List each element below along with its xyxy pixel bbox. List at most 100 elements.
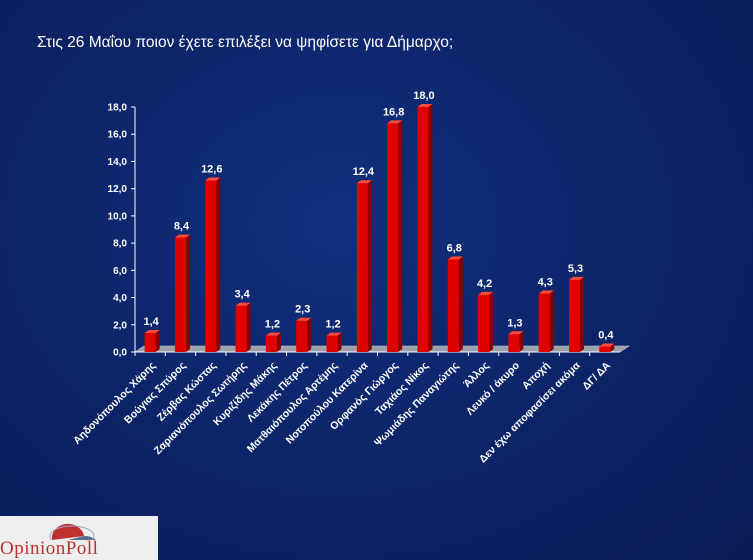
- y-tick-label: 16,0: [108, 130, 128, 141]
- bar-side-face: [185, 234, 190, 352]
- chart-bars: [144, 104, 615, 352]
- y-tick-label: 18,0: [108, 103, 128, 114]
- bar-side-face: [276, 332, 281, 352]
- bar-front-face: [205, 180, 217, 352]
- bar-top-face: [205, 177, 221, 181]
- data-label: 1,3: [507, 317, 522, 329]
- bar-15: [599, 343, 615, 352]
- bar-side-face: [155, 329, 160, 352]
- bar-side-face: [489, 291, 494, 352]
- x-tick-label: ΔΓ/ ΔΑ: [580, 359, 613, 392]
- bar-0: [144, 329, 160, 352]
- y-tick-label: 10,0: [108, 211, 128, 222]
- y-tick-label: 0,0: [113, 348, 127, 359]
- bar-5: [296, 317, 312, 352]
- bar-front-face: [326, 335, 338, 352]
- bar-top-face: [599, 343, 615, 347]
- bar-7: [356, 180, 372, 352]
- data-label: 5,3: [568, 263, 583, 275]
- bar-front-face: [265, 335, 277, 352]
- data-label: 3,4: [234, 289, 250, 301]
- bar-front-face: [387, 123, 399, 352]
- bar-top-face: [356, 180, 372, 184]
- data-label: 12,6: [201, 164, 222, 176]
- y-tick-label: 2,0: [113, 320, 127, 331]
- bar-front-face: [447, 259, 459, 352]
- data-label: 16,8: [383, 106, 404, 118]
- bar-side-face: [367, 180, 372, 352]
- bar-top-face: [235, 302, 251, 306]
- bar-side-face: [398, 120, 403, 352]
- data-label: 4,2: [477, 278, 492, 290]
- bar-front-face: [508, 334, 520, 352]
- bar-12: [508, 331, 524, 352]
- bar-13: [538, 290, 554, 352]
- bar-14: [569, 276, 585, 352]
- logo-emblem-icon: [49, 523, 96, 540]
- data-label: 0,4: [598, 330, 614, 342]
- bar-top-face: [447, 256, 463, 260]
- data-label: 1,2: [265, 319, 280, 331]
- bar-front-face: [296, 320, 308, 352]
- data-label: 8,4: [174, 221, 190, 233]
- x-tick-label: Λευκό / άκυρο: [464, 360, 522, 418]
- bar-top-face: [296, 317, 312, 321]
- bar-side-face: [246, 302, 251, 352]
- y-tick-label: 14,0: [108, 157, 128, 168]
- opinionpoll-logo: OpinionPoll: [0, 516, 158, 560]
- bar-top-face: [326, 332, 342, 336]
- bar-top-face: [569, 276, 585, 280]
- bar-front-face: [144, 332, 156, 352]
- bar-3: [235, 302, 251, 352]
- data-label: 2,3: [295, 304, 310, 316]
- bar-top-face: [265, 332, 281, 336]
- bar-top-face: [174, 234, 190, 238]
- bar-side-face: [549, 290, 554, 352]
- bar-front-face: [538, 293, 550, 352]
- data-label: 6,8: [447, 242, 462, 254]
- bar-top-face: [478, 291, 494, 295]
- y-tick-label: 6,0: [113, 266, 127, 277]
- bar-front-face: [478, 294, 490, 352]
- bar-top-face: [387, 120, 403, 124]
- data-label: 12,4: [353, 166, 375, 178]
- bar-10: [447, 256, 463, 352]
- logo-text: OpinionPoll: [0, 538, 99, 559]
- bar-side-face: [307, 317, 312, 352]
- y-tick-label: 12,0: [108, 184, 128, 195]
- bar-top-face: [417, 104, 433, 107]
- bar-front-face: [569, 279, 581, 352]
- bar-side-face: [337, 332, 342, 352]
- bar-11: [478, 291, 494, 352]
- bar-side-face: [519, 331, 524, 352]
- bar-front-face: [356, 183, 368, 352]
- y-tick-label: 4,0: [113, 293, 127, 304]
- data-label: 18,0: [413, 90, 434, 102]
- bar-2: [205, 177, 221, 352]
- bar-4: [265, 332, 281, 352]
- bar-8: [387, 120, 403, 352]
- bar-6: [326, 332, 342, 352]
- bar-1: [174, 234, 190, 352]
- bar-top-face: [538, 290, 554, 294]
- y-tick-label: 8,0: [113, 239, 127, 250]
- bar-side-face: [428, 104, 433, 352]
- bar-side-face: [580, 276, 585, 352]
- bar-side-face: [458, 256, 463, 352]
- data-label: 4,3: [538, 276, 553, 288]
- bar-9: [417, 104, 433, 352]
- bar-top-face: [508, 331, 524, 335]
- bar-top-face: [144, 329, 160, 333]
- data-label: 1,4: [144, 316, 160, 328]
- bar-front-face: [599, 346, 611, 352]
- chart-title: Στις 26 Μαΐου ποιον έχετε επιλέξει να ψη…: [37, 34, 454, 51]
- bar-front-face: [235, 305, 247, 352]
- bar-side-face: [216, 177, 221, 352]
- bar-front-face: [417, 107, 429, 352]
- bar-front-face: [174, 237, 186, 352]
- data-label: 1,2: [325, 319, 340, 331]
- bar-side-face: [610, 343, 615, 352]
